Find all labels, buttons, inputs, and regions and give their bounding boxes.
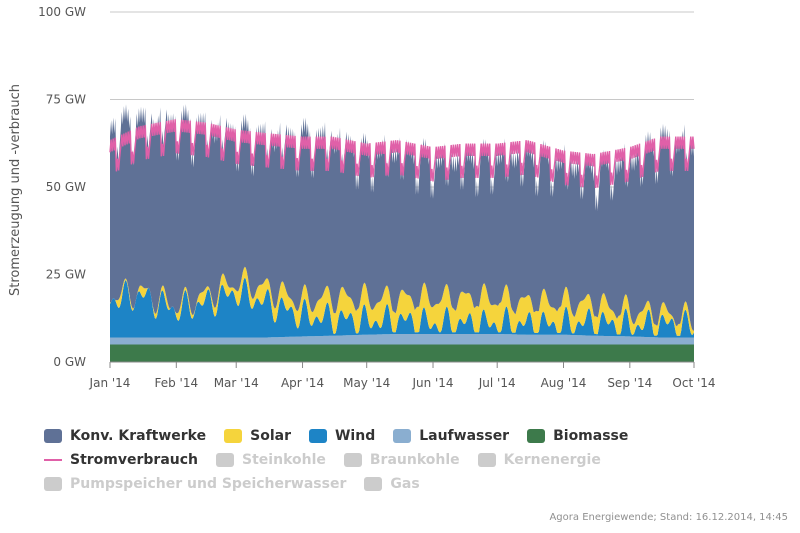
legend-item-pumpspeicher-und-speicherwasser[interactable]: Pumpspeicher und Speicherwasser	[44, 476, 346, 492]
legend-item-laufwasser[interactable]: Laufwasser	[393, 428, 509, 444]
x-tick-label: Sep '14	[607, 376, 652, 390]
x-axis: Jan '14 Feb '14 Mar '14 Apr '14 May '14 Jun '…	[89, 361, 716, 390]
x-tick-label: Feb '14	[154, 376, 198, 390]
legend-label: Solar	[250, 428, 291, 444]
y-axis: 0 GW 25 GW 50 GW 75 GW 100 GW	[38, 5, 86, 369]
line-stromverbrauch	[109, 119, 695, 189]
legend-swatch	[224, 429, 243, 443]
legend-label: Steinkohle	[242, 452, 326, 468]
legend-item-konv-kraftwerke[interactable]: Konv. Kraftwerke	[44, 428, 206, 444]
x-tick-label: Aug '14	[541, 376, 587, 390]
y-tick-label: 0 GW	[53, 355, 86, 369]
legend-label: Pumpspeicher und Speicherwasser	[70, 476, 347, 492]
legend-item-solar[interactable]: Solar	[224, 428, 291, 444]
y-tick-label: 50 GW	[46, 180, 86, 194]
legend-label: Biomasse	[553, 428, 629, 444]
legend-swatch	[308, 429, 327, 443]
legend-swatch	[393, 429, 412, 443]
consumption-line	[109, 119, 695, 189]
x-tick-label: Apr '14	[281, 376, 324, 390]
legend-label: Konv. Kraftwerke	[70, 428, 207, 444]
legend-label: Stromverbrauch	[70, 452, 199, 468]
legend: Konv. Kraftwerke Solar Wind Laufwasser Bioma…	[44, 424, 764, 496]
area-solar	[110, 266, 694, 336]
legend-item-steinkohle[interactable]: Steinkohle	[216, 452, 326, 468]
legend-swatch	[364, 477, 383, 491]
x-tick-label: May '14	[343, 376, 390, 390]
stacked-areas	[110, 104, 694, 362]
legend-row: Stromverbrauch Steinkohle Braunkohle Kernen…	[44, 448, 764, 472]
legend-item-gas[interactable]: Gas	[364, 476, 420, 492]
legend-swatch	[44, 429, 62, 443]
legend-label: Braunkohle	[369, 452, 460, 468]
x-tick-label: Jan '14	[89, 376, 131, 390]
x-tick-label: Oct '14	[672, 376, 715, 390]
legend-swatch	[44, 459, 62, 461]
legend-swatch	[216, 453, 235, 467]
y-axis-title: Stromerzeugung und -verbrauch	[8, 84, 23, 296]
area-wind	[110, 277, 694, 338]
credit-text: Agora Energiewende; Stand: 16.12.2014, 1…	[549, 512, 788, 523]
y-tick-label: 75 GW	[46, 93, 86, 107]
x-tick-label: Jun '14	[411, 376, 453, 390]
legend-label: Laufwasser	[419, 428, 510, 444]
legend-label: Gas	[390, 476, 420, 492]
legend-swatch	[44, 477, 62, 491]
legend-item-braunkohle[interactable]: Braunkohle	[343, 452, 460, 468]
x-tick-label: Mar '14	[214, 376, 259, 390]
area-laufwasser	[110, 334, 694, 345]
legend-swatch	[527, 429, 546, 443]
y-tick-label: 100 GW	[38, 5, 86, 19]
chart: Jan '14 Feb '14 Mar '14 Apr '14 May '14 Jun '…	[8, 5, 716, 390]
legend-item-stromverbrauch[interactable]: Stromverbrauch	[44, 452, 198, 468]
legend-item-biomasse[interactable]: Biomasse	[527, 428, 628, 444]
legend-item-wind[interactable]: Wind	[308, 428, 376, 444]
legend-row: Pumpspeicher und Speicherwasser Gas	[44, 472, 764, 496]
legend-item-kernenergie[interactable]: Kernenergie	[477, 452, 601, 468]
area-biomasse	[110, 344, 694, 362]
x-tick-label: Jul '14	[478, 376, 516, 390]
area-konv-kraftwerke	[110, 104, 694, 331]
legend-swatch	[343, 453, 362, 467]
legend-label: Wind	[334, 428, 376, 444]
legend-row: Konv. Kraftwerke Solar Wind Laufwasser Bioma…	[44, 424, 764, 448]
legend-label: Kernenergie	[503, 452, 601, 468]
y-tick-label: 25 GW	[46, 268, 86, 282]
legend-swatch	[477, 453, 496, 467]
